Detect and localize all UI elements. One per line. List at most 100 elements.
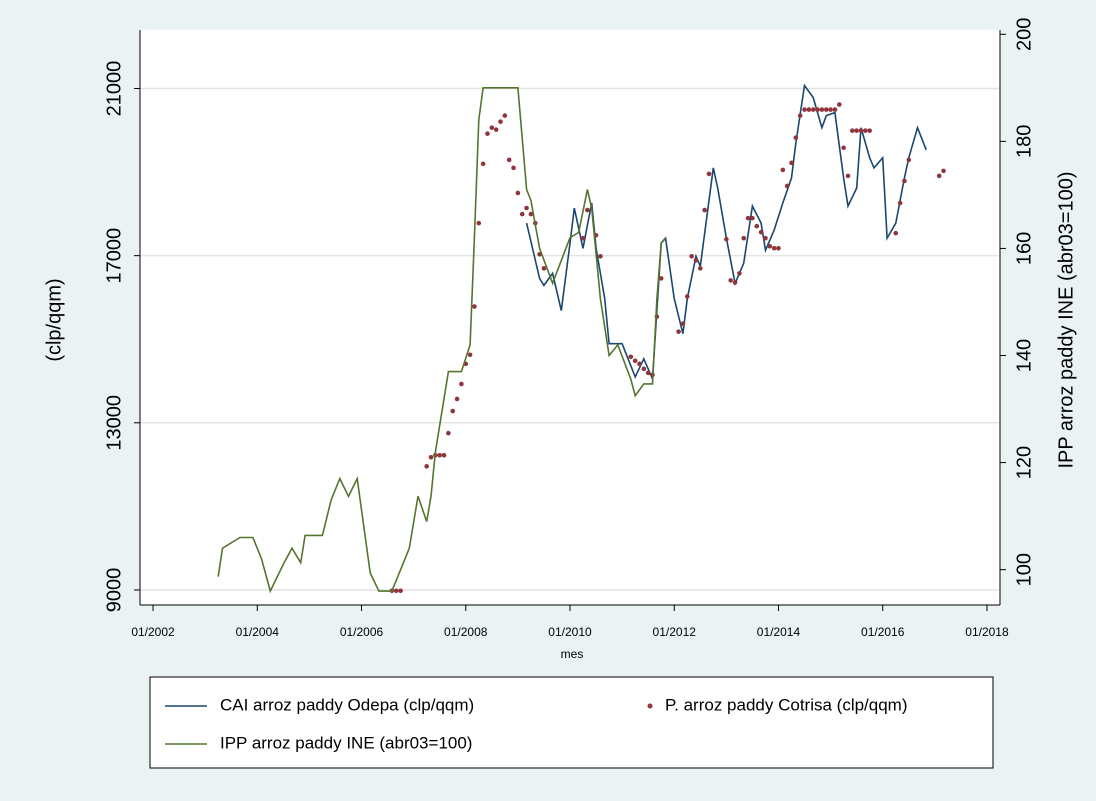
scatter-point: [941, 168, 946, 174]
scatter-point: [841, 145, 846, 151]
y2-tick-label: 180: [1013, 125, 1035, 158]
scatter-point: [797, 113, 803, 118]
scatter-point: [706, 171, 712, 177]
x-tick-label: 01/2010: [548, 625, 592, 639]
x-tick-label: 01/2008: [444, 625, 488, 639]
scatter-point: [780, 167, 786, 173]
scatter-point: [906, 157, 912, 163]
y-tick-label: 9000: [103, 568, 125, 613]
y-axis-title: (clp/qqm): [43, 278, 65, 361]
scatter-point: [684, 294, 690, 299]
scatter-point: [645, 370, 651, 376]
y-tick-label: 21000: [103, 61, 125, 117]
series-line: [217, 87, 667, 594]
scatter-point: [428, 454, 434, 460]
scatter-point: [480, 161, 486, 167]
scatter-point: [810, 107, 816, 112]
y2-tick-label: 140: [1013, 339, 1035, 372]
scatter-point: [446, 430, 451, 436]
scatter-point: [771, 245, 777, 251]
scatter-point: [585, 207, 590, 213]
scatter-point: [750, 215, 755, 221]
scatter-point: [741, 235, 747, 241]
scatter-point: [863, 128, 868, 133]
scatter-point: [893, 230, 899, 236]
scatter-point: [637, 361, 642, 367]
scatter-point: [628, 354, 634, 360]
legend-label: CAI arroz paddy Odepa (clp/qqm): [220, 695, 474, 714]
y2-tick-label: 100: [1013, 553, 1035, 586]
legend-label: P. arroz paddy Cotrisa (clp/qqm): [665, 695, 908, 714]
scatter-point: [658, 276, 664, 281]
scatter-point: [459, 381, 464, 387]
scatter-point: [902, 178, 907, 184]
scatter-point: [776, 245, 781, 251]
scatter-point: [698, 266, 703, 271]
scatter-point: [632, 358, 638, 364]
x-tick-label: 01/2004: [236, 625, 280, 639]
scatter-point: [580, 235, 586, 241]
scatter-point: [472, 304, 477, 309]
x-tick-label: 01/2012: [653, 625, 697, 639]
scatter-point: [724, 236, 729, 242]
scatter-point: [836, 102, 842, 107]
y2-axis-title: IPP arroz paddy INE (abr03=100): [1055, 171, 1077, 468]
scatter-point: [502, 113, 508, 118]
scatter-point: [728, 278, 734, 283]
y-tick-label: 13000: [103, 395, 125, 451]
scatter-point: [424, 464, 429, 469]
scatter-point: [598, 253, 603, 259]
scatter-point: [467, 352, 473, 358]
scatter-point: [854, 128, 859, 133]
scatter-point: [737, 271, 742, 276]
scatter-point: [524, 205, 529, 211]
scatter-point: [763, 235, 768, 241]
scatter-point: [680, 321, 686, 326]
scatter-point: [702, 207, 707, 213]
scatter-point: [789, 160, 794, 166]
y2-tick-label: 120: [1013, 446, 1035, 479]
scatter-point: [745, 215, 751, 221]
scatter-point: [693, 257, 699, 263]
scatter-point: [476, 220, 482, 226]
scatter-point: [815, 107, 820, 112]
scatter-point: [528, 211, 534, 217]
scatter-point: [641, 366, 647, 372]
x-axis-title: mes: [561, 647, 584, 661]
scatter-point: [936, 173, 942, 179]
scatter-point: [437, 452, 442, 458]
scatter-point: [441, 452, 447, 458]
scatter-point: [506, 157, 512, 163]
scatter-point: [511, 165, 516, 171]
y2-tick-label: 160: [1013, 232, 1035, 265]
scatter-point: [845, 173, 851, 179]
scatter-point: [676, 329, 681, 334]
y2-tick-label: 200: [1013, 18, 1035, 51]
plot-area: [140, 30, 1000, 605]
scatter-point: [515, 190, 521, 196]
scatter-point: [541, 266, 547, 271]
scatter-point: [454, 396, 460, 402]
scatter-point: [498, 119, 503, 124]
legend: [149, 676, 994, 769]
scatter-point: [767, 243, 773, 249]
x-tick-label: 01/2006: [340, 625, 384, 639]
scatter-point: [393, 588, 399, 594]
scatter-point: [758, 229, 764, 235]
scatter-point: [450, 408, 456, 414]
scatter-point: [732, 280, 738, 285]
x-tick-label: 01/2016: [861, 625, 905, 639]
scatter-point: [806, 107, 812, 112]
scatter-point: [832, 107, 838, 112]
legend-label: IPP arroz paddy INE (abr03=100): [220, 733, 472, 752]
x-tick-label: 01/2014: [757, 625, 801, 639]
scatter-point: [793, 135, 799, 140]
scatter-point: [858, 128, 864, 133]
x-tick-label: 01/2002: [131, 625, 175, 639]
scatter-point: [819, 107, 825, 112]
x-tick-label: 01/2018: [965, 625, 1009, 639]
scatter-point: [519, 211, 525, 217]
scatter-point: [689, 253, 694, 259]
scatter-point: [784, 183, 790, 189]
